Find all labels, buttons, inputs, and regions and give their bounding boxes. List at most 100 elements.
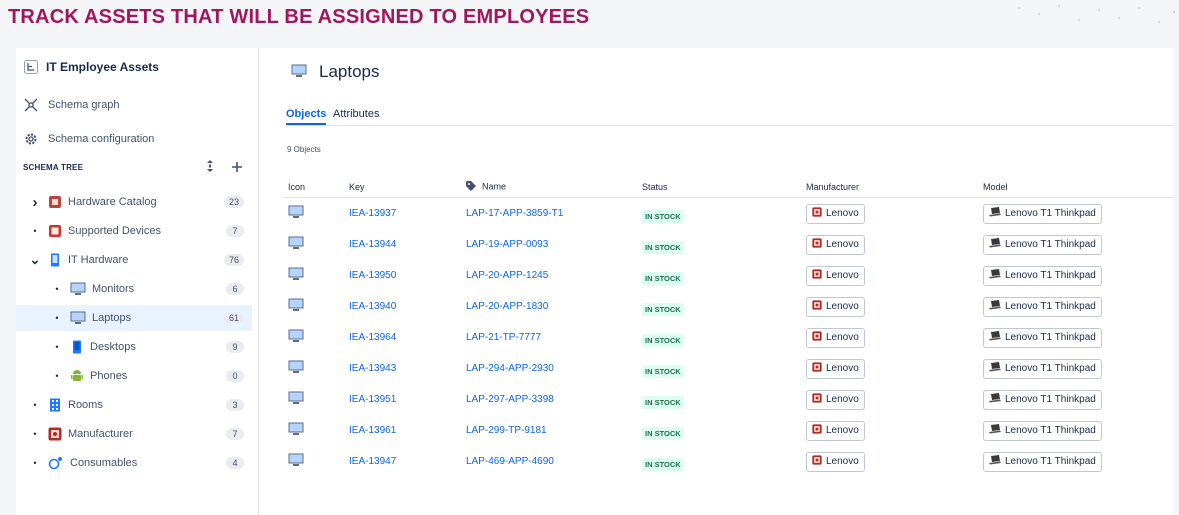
model-reference[interactable]: Lenovo T1 Thinkpad: [983, 451, 1102, 472]
sidebar-item-rooms[interactable]: • Rooms 3: [16, 392, 252, 418]
manufacturer-reference[interactable]: Lenovo: [806, 389, 865, 410]
object-key-link[interactable]: IEA-13964: [349, 332, 397, 343]
sidebar-item-monitors[interactable]: • Monitors 6: [16, 276, 252, 302]
manufacturer-reference[interactable]: Lenovo: [806, 451, 865, 472]
manufacturer-reference[interactable]: Lenovo: [806, 358, 865, 379]
sidebar-item-label: Manufacturer: [68, 428, 133, 440]
table-row[interactable]: IEA-13940 LAP-20-APP-1830 IN STOCK Lenovo Le…: [285, 291, 1173, 322]
model-reference[interactable]: Lenovo T1 Thinkpad: [983, 327, 1102, 348]
object-key-link[interactable]: IEA-13961: [349, 425, 397, 436]
laptop-photo-icon: [989, 300, 1001, 313]
object-key-link[interactable]: IEA-13943: [349, 363, 397, 374]
model-reference[interactable]: Lenovo T1 Thinkpad: [983, 296, 1102, 317]
item-count-badge: 9: [226, 341, 244, 353]
object-key-link[interactable]: IEA-13950: [349, 270, 397, 281]
desktop-icon: [70, 340, 84, 354]
sidebar-item-phones[interactable]: • Phones 0: [16, 363, 252, 389]
object-name-link[interactable]: LAP-20-APP-1830: [466, 301, 549, 312]
laptop-photo-icon: [989, 207, 1001, 220]
object-name-link[interactable]: LAP-17-APP-3859-T1: [466, 208, 564, 219]
manufacturer-label: Lenovo: [826, 425, 859, 436]
status-badge: IN STOCK: [642, 272, 684, 285]
column-header-manufacturer[interactable]: Manufacturer: [806, 177, 983, 198]
sidebar-item-consumables[interactable]: • Consumables 4: [16, 450, 252, 476]
status-badge: IN STOCK: [642, 210, 684, 223]
laptop-photo-icon: [989, 362, 1001, 375]
model-label: Lenovo T1 Thinkpad: [1005, 208, 1096, 219]
object-name-link[interactable]: LAP-20-APP-1245: [466, 270, 549, 281]
sidebar-item-manufacturer[interactable]: • Manufacturer 7: [16, 421, 252, 447]
table-row[interactable]: IEA-13964 LAP-21-TP-7777 IN STOCK Lenovo Len…: [285, 322, 1173, 353]
object-name-link[interactable]: LAP-299-TP-9181: [466, 425, 547, 436]
manufacturer-reference[interactable]: Lenovo: [806, 234, 865, 255]
column-header-model[interactable]: Model: [983, 177, 1173, 198]
laptop-icon: [288, 360, 304, 377]
table-row[interactable]: IEA-13961 LAP-299-TP-9181 IN STOCK Lenovo Le…: [285, 415, 1173, 446]
chevron-down-icon[interactable]: ⌄: [29, 252, 41, 267]
model-reference[interactable]: Lenovo T1 Thinkpad: [983, 203, 1102, 224]
model-reference[interactable]: Lenovo T1 Thinkpad: [983, 234, 1102, 255]
model-reference[interactable]: Lenovo T1 Thinkpad: [983, 358, 1102, 379]
object-key-link[interactable]: IEA-13940: [349, 301, 397, 312]
column-header-key[interactable]: Key: [349, 177, 466, 198]
sidebar-item-desktops[interactable]: • Desktops 9: [16, 334, 252, 360]
tab-attributes[interactable]: Attributes: [333, 108, 380, 120]
object-key-link[interactable]: IEA-13951: [349, 394, 397, 405]
sidebar-item-hardware-catalog[interactable]: › Hardware Catalog 23: [16, 189, 252, 215]
model-reference[interactable]: Lenovo T1 Thinkpad: [983, 265, 1102, 286]
manufacturer-icon: [812, 455, 822, 468]
object-name-link[interactable]: LAP-469-APP-4690: [466, 456, 554, 467]
manufacturer-reference[interactable]: Lenovo: [806, 203, 865, 224]
object-name-link[interactable]: LAP-297-APP-3398: [466, 394, 554, 405]
schema-name: IT Employee Assets: [46, 60, 159, 74]
bullet-icon: •: [55, 313, 59, 323]
model-reference[interactable]: Lenovo T1 Thinkpad: [983, 389, 1102, 410]
object-name-link[interactable]: LAP-21-TP-7777: [466, 332, 542, 343]
object-key-link[interactable]: IEA-13947: [349, 456, 397, 467]
table-row[interactable]: IEA-13944 LAP-19-APP-0093 IN STOCK Lenovo Le…: [285, 229, 1173, 260]
table-row[interactable]: IEA-13950 LAP-20-APP-1245 IN STOCK Lenovo Le…: [285, 260, 1173, 291]
manufacturer-reference[interactable]: Lenovo: [806, 265, 865, 286]
object-name-link[interactable]: LAP-294-APP-2930: [466, 363, 554, 374]
building-icon: [48, 398, 62, 412]
manufacturer-reference[interactable]: Lenovo: [806, 296, 865, 317]
schema-graph-link[interactable]: Schema graph: [24, 95, 266, 115]
sidebar-item-laptops[interactable]: • Laptops 61: [16, 305, 252, 331]
object-key-link[interactable]: IEA-13937: [349, 208, 397, 219]
sidebar-item-supported-devices[interactable]: • Supported Devices 7: [16, 218, 252, 244]
sidebar-item-label: Consumables: [70, 457, 138, 469]
android-icon: [70, 369, 84, 383]
item-count-badge: 6: [226, 283, 244, 295]
item-count-badge: 76: [223, 254, 244, 266]
column-header-icon[interactable]: Icon: [285, 177, 349, 198]
manufacturer-reference[interactable]: Lenovo: [806, 420, 865, 441]
table-row[interactable]: IEA-13943 LAP-294-APP-2930 IN STOCK Lenovo L…: [285, 353, 1173, 384]
item-count-badge: 23: [223, 196, 244, 208]
schema-graph-label: Schema graph: [48, 99, 120, 111]
object-key-link[interactable]: IEA-13944: [349, 239, 397, 250]
laptop-icon: [288, 267, 304, 284]
column-header-status[interactable]: Status: [642, 177, 806, 198]
table-row[interactable]: IEA-13947 LAP-469-APP-4690 IN STOCK Lenovo L…: [285, 446, 1173, 477]
tab-objects[interactable]: Objects: [286, 108, 327, 125]
table-row[interactable]: IEA-13937 LAP-17-APP-3859-T1 IN STOCK Lenov…: [285, 198, 1173, 230]
chevron-right-icon[interactable]: ›: [32, 193, 38, 211]
object-name-link[interactable]: LAP-19-APP-0093: [466, 239, 549, 250]
sidebar-item-label: Supported Devices: [68, 225, 161, 237]
sidebar-item-it-hardware[interactable]: ⌄ IT Hardware 76: [16, 247, 252, 273]
sidebar-item-label: Hardware Catalog: [68, 196, 157, 208]
schema-configuration-link[interactable]: Schema configuration: [24, 129, 266, 149]
item-count-badge: 61: [223, 312, 244, 324]
laptop-photo-icon: [989, 393, 1001, 406]
column-header-name[interactable]: Name: [466, 177, 642, 198]
laptop-icon: [288, 236, 304, 253]
schema-title[interactable]: IT Employee Assets: [24, 56, 266, 78]
manufacturer-label: Lenovo: [826, 456, 859, 467]
table-row[interactable]: IEA-13951 LAP-297-APP-3398 IN STOCK Lenovo L…: [285, 384, 1173, 415]
add-object-type-icon[interactable]: [232, 159, 242, 177]
model-reference[interactable]: Lenovo T1 Thinkpad: [983, 420, 1102, 441]
bullet-icon: •: [55, 284, 59, 294]
table-header-row: Icon Key Name Status Manufacturer Model: [285, 177, 1173, 198]
manufacturer-reference[interactable]: Lenovo: [806, 327, 865, 348]
reorder-icon[interactable]: [206, 159, 214, 177]
